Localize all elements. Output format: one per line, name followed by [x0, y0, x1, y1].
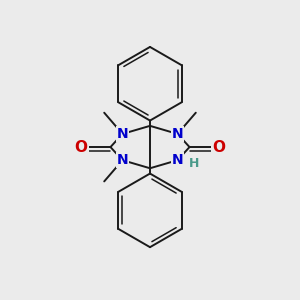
Text: N: N [172, 153, 183, 167]
Text: H: H [188, 157, 199, 170]
Text: O: O [212, 140, 226, 154]
Text: O: O [74, 140, 88, 154]
Text: N: N [117, 127, 128, 141]
Text: N: N [172, 127, 183, 141]
Text: N: N [117, 153, 128, 167]
